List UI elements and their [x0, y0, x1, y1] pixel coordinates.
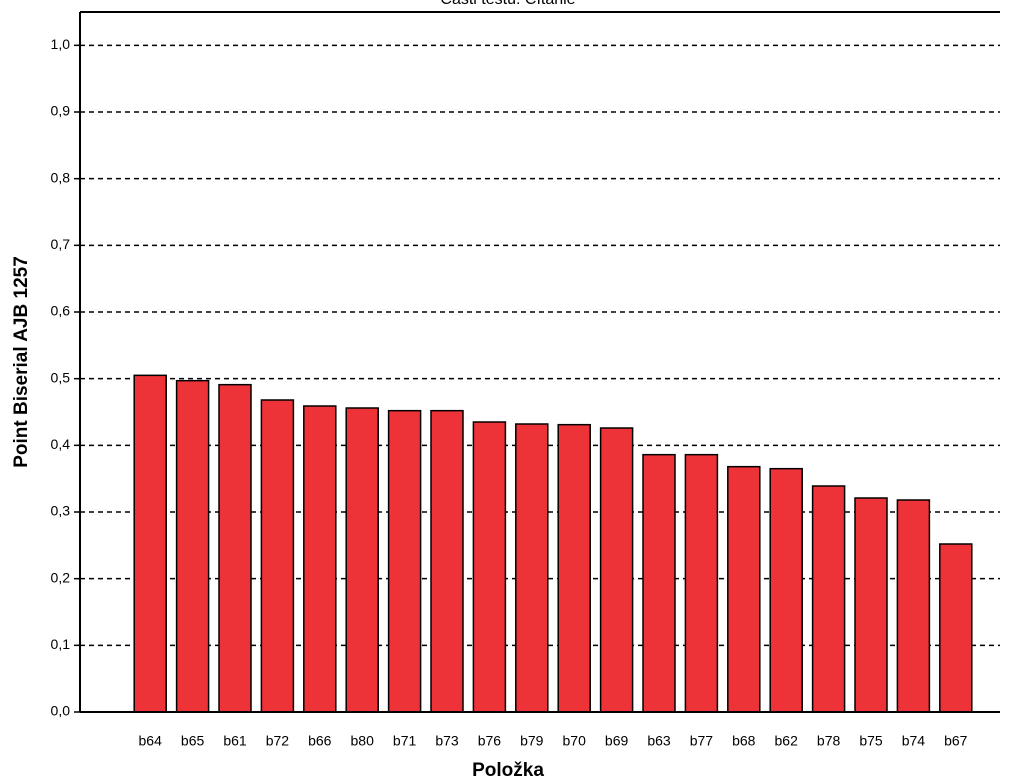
y-tick-label: 0,7 [51, 236, 71, 252]
bar [557, 423, 591, 713]
y-tick-label: 0,2 [51, 569, 71, 585]
x-tick-label: b62 [775, 733, 799, 749]
x-tick-label: b64 [139, 733, 163, 749]
bar [472, 421, 507, 713]
x-tick-label: b73 [435, 733, 459, 749]
y-tick-label: 0,4 [51, 436, 71, 452]
y-tick-label: 1,0 [51, 36, 71, 52]
x-tick-label: b76 [478, 733, 502, 749]
bar [133, 374, 167, 713]
y-tick-label: 0,1 [51, 636, 71, 652]
y-axis-label: Point Biserial AJB 1257 [11, 256, 32, 468]
x-tick-label: b75 [859, 733, 883, 749]
x-tick-label: b80 [351, 733, 375, 749]
chart-title: Časti testu: Čítanie [440, 0, 575, 8]
x-tick-label: b72 [266, 733, 290, 749]
x-tick-label: b74 [902, 733, 926, 749]
bar [642, 453, 676, 713]
bar [345, 407, 379, 713]
x-tick-label: b78 [817, 733, 841, 749]
bar [896, 499, 931, 713]
x-tick-label: b68 [732, 733, 756, 749]
y-tick-label: 0,6 [51, 303, 71, 319]
bar [599, 427, 634, 713]
y-tick-label: 0,8 [51, 169, 71, 185]
bar [854, 497, 888, 713]
x-tick-label: b77 [690, 733, 714, 749]
x-axis-label: Položka [472, 760, 544, 781]
x-tick-label: b70 [563, 733, 587, 749]
bar [769, 467, 803, 713]
x-tick-label: b79 [520, 733, 544, 749]
y-tick-label: 0,9 [51, 103, 71, 119]
y-tick-label: 0,3 [51, 503, 71, 519]
x-tick-label: b66 [308, 733, 332, 749]
bar [387, 409, 422, 713]
x-tick-label: b67 [944, 733, 968, 749]
bar [175, 379, 210, 713]
x-tick-label: b71 [393, 733, 417, 749]
bar [684, 453, 719, 713]
bar [218, 383, 252, 713]
bar [811, 485, 846, 713]
y-tick-label: 0,5 [51, 369, 71, 385]
bar [303, 405, 337, 713]
bar [260, 399, 295, 713]
x-tick-label: b69 [605, 733, 629, 749]
y-tick-label: 0,0 [51, 703, 71, 719]
x-tick-label: b65 [181, 733, 205, 749]
bar [515, 423, 549, 713]
x-tick-label: b61 [223, 733, 247, 749]
x-tick-label: b63 [647, 733, 671, 749]
bar [430, 409, 464, 713]
bar [939, 543, 973, 713]
bar [727, 465, 761, 713]
